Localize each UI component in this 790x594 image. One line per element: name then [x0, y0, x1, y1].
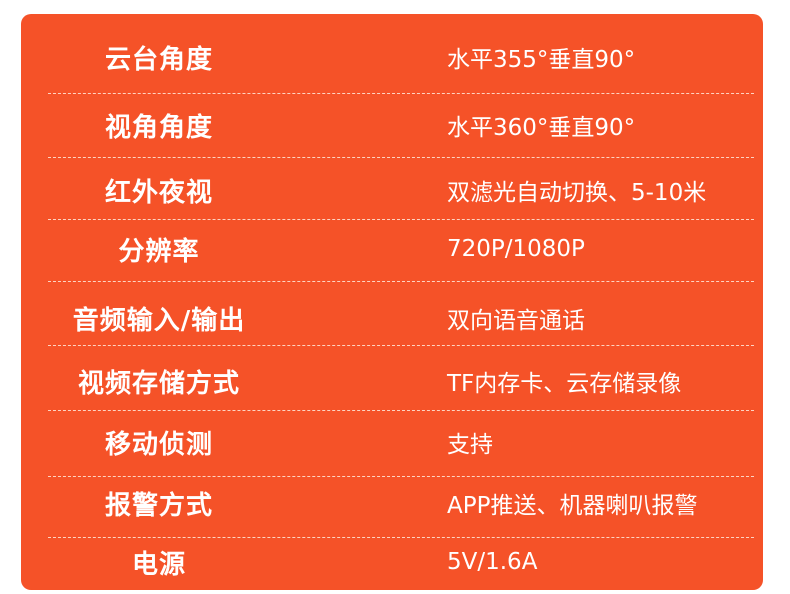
spec-row: 报警方式 APP推送、机器喇叭报警: [21, 487, 763, 521]
spec-label: 电源: [131, 549, 186, 580]
spec-label: 视频存储方式: [77, 368, 240, 399]
spec-row: 音频输入/输出 双向语音通话: [21, 302, 763, 336]
spec-value: 双滤光自动切换、5-10米: [447, 180, 707, 206]
spec-label: 分辨率: [118, 236, 200, 267]
spec-value: 水平360°垂直90°: [447, 115, 636, 141]
spec-value: 水平355°垂直90°: [447, 47, 636, 73]
spec-row: 红外夜视 双滤光自动切换、5-10米: [21, 174, 763, 208]
spec-row: 视频存储方式 TF内存卡、云存储录像: [21, 365, 763, 399]
spec-value: 支持: [447, 432, 493, 458]
spec-row: 云台角度 水平355°垂直90°: [21, 41, 763, 75]
spec-value: TF内存卡、云存储录像: [447, 371, 682, 397]
spec-table: 云台角度 水平355°垂直90° 视角角度 水平360°垂直90° 红外夜视 双滤光自动切…: [21, 14, 763, 590]
spec-label: 报警方式: [104, 490, 213, 521]
spec-row: 移动侦测 支持: [21, 426, 763, 460]
dashed-divider: [48, 476, 754, 477]
spec-label: 移动侦测: [104, 429, 213, 460]
spec-value: 5V/1.6A: [447, 549, 538, 575]
spec-row: 分辨率 720P/1080P: [21, 233, 763, 267]
dashed-divider: [48, 219, 754, 220]
spec-value: 720P/1080P: [447, 236, 585, 262]
spec-row: 电源 5V/1.6A: [21, 546, 763, 580]
dashed-divider: [48, 537, 754, 538]
dashed-divider: [48, 281, 754, 282]
spec-label: 红外夜视: [104, 177, 213, 208]
spec-label: 视角角度: [104, 112, 213, 143]
spec-label: 云台角度: [104, 44, 213, 75]
spec-value: 双向语音通话: [447, 308, 585, 334]
dashed-divider: [48, 93, 754, 94]
dashed-divider: [48, 410, 754, 411]
dashed-divider: [48, 157, 754, 158]
spec-label: 音频输入/输出: [72, 305, 246, 336]
spec-value: APP推送、机器喇叭报警: [447, 493, 698, 519]
dashed-divider: [48, 345, 754, 346]
spec-row: 视角角度 水平360°垂直90°: [21, 109, 763, 143]
